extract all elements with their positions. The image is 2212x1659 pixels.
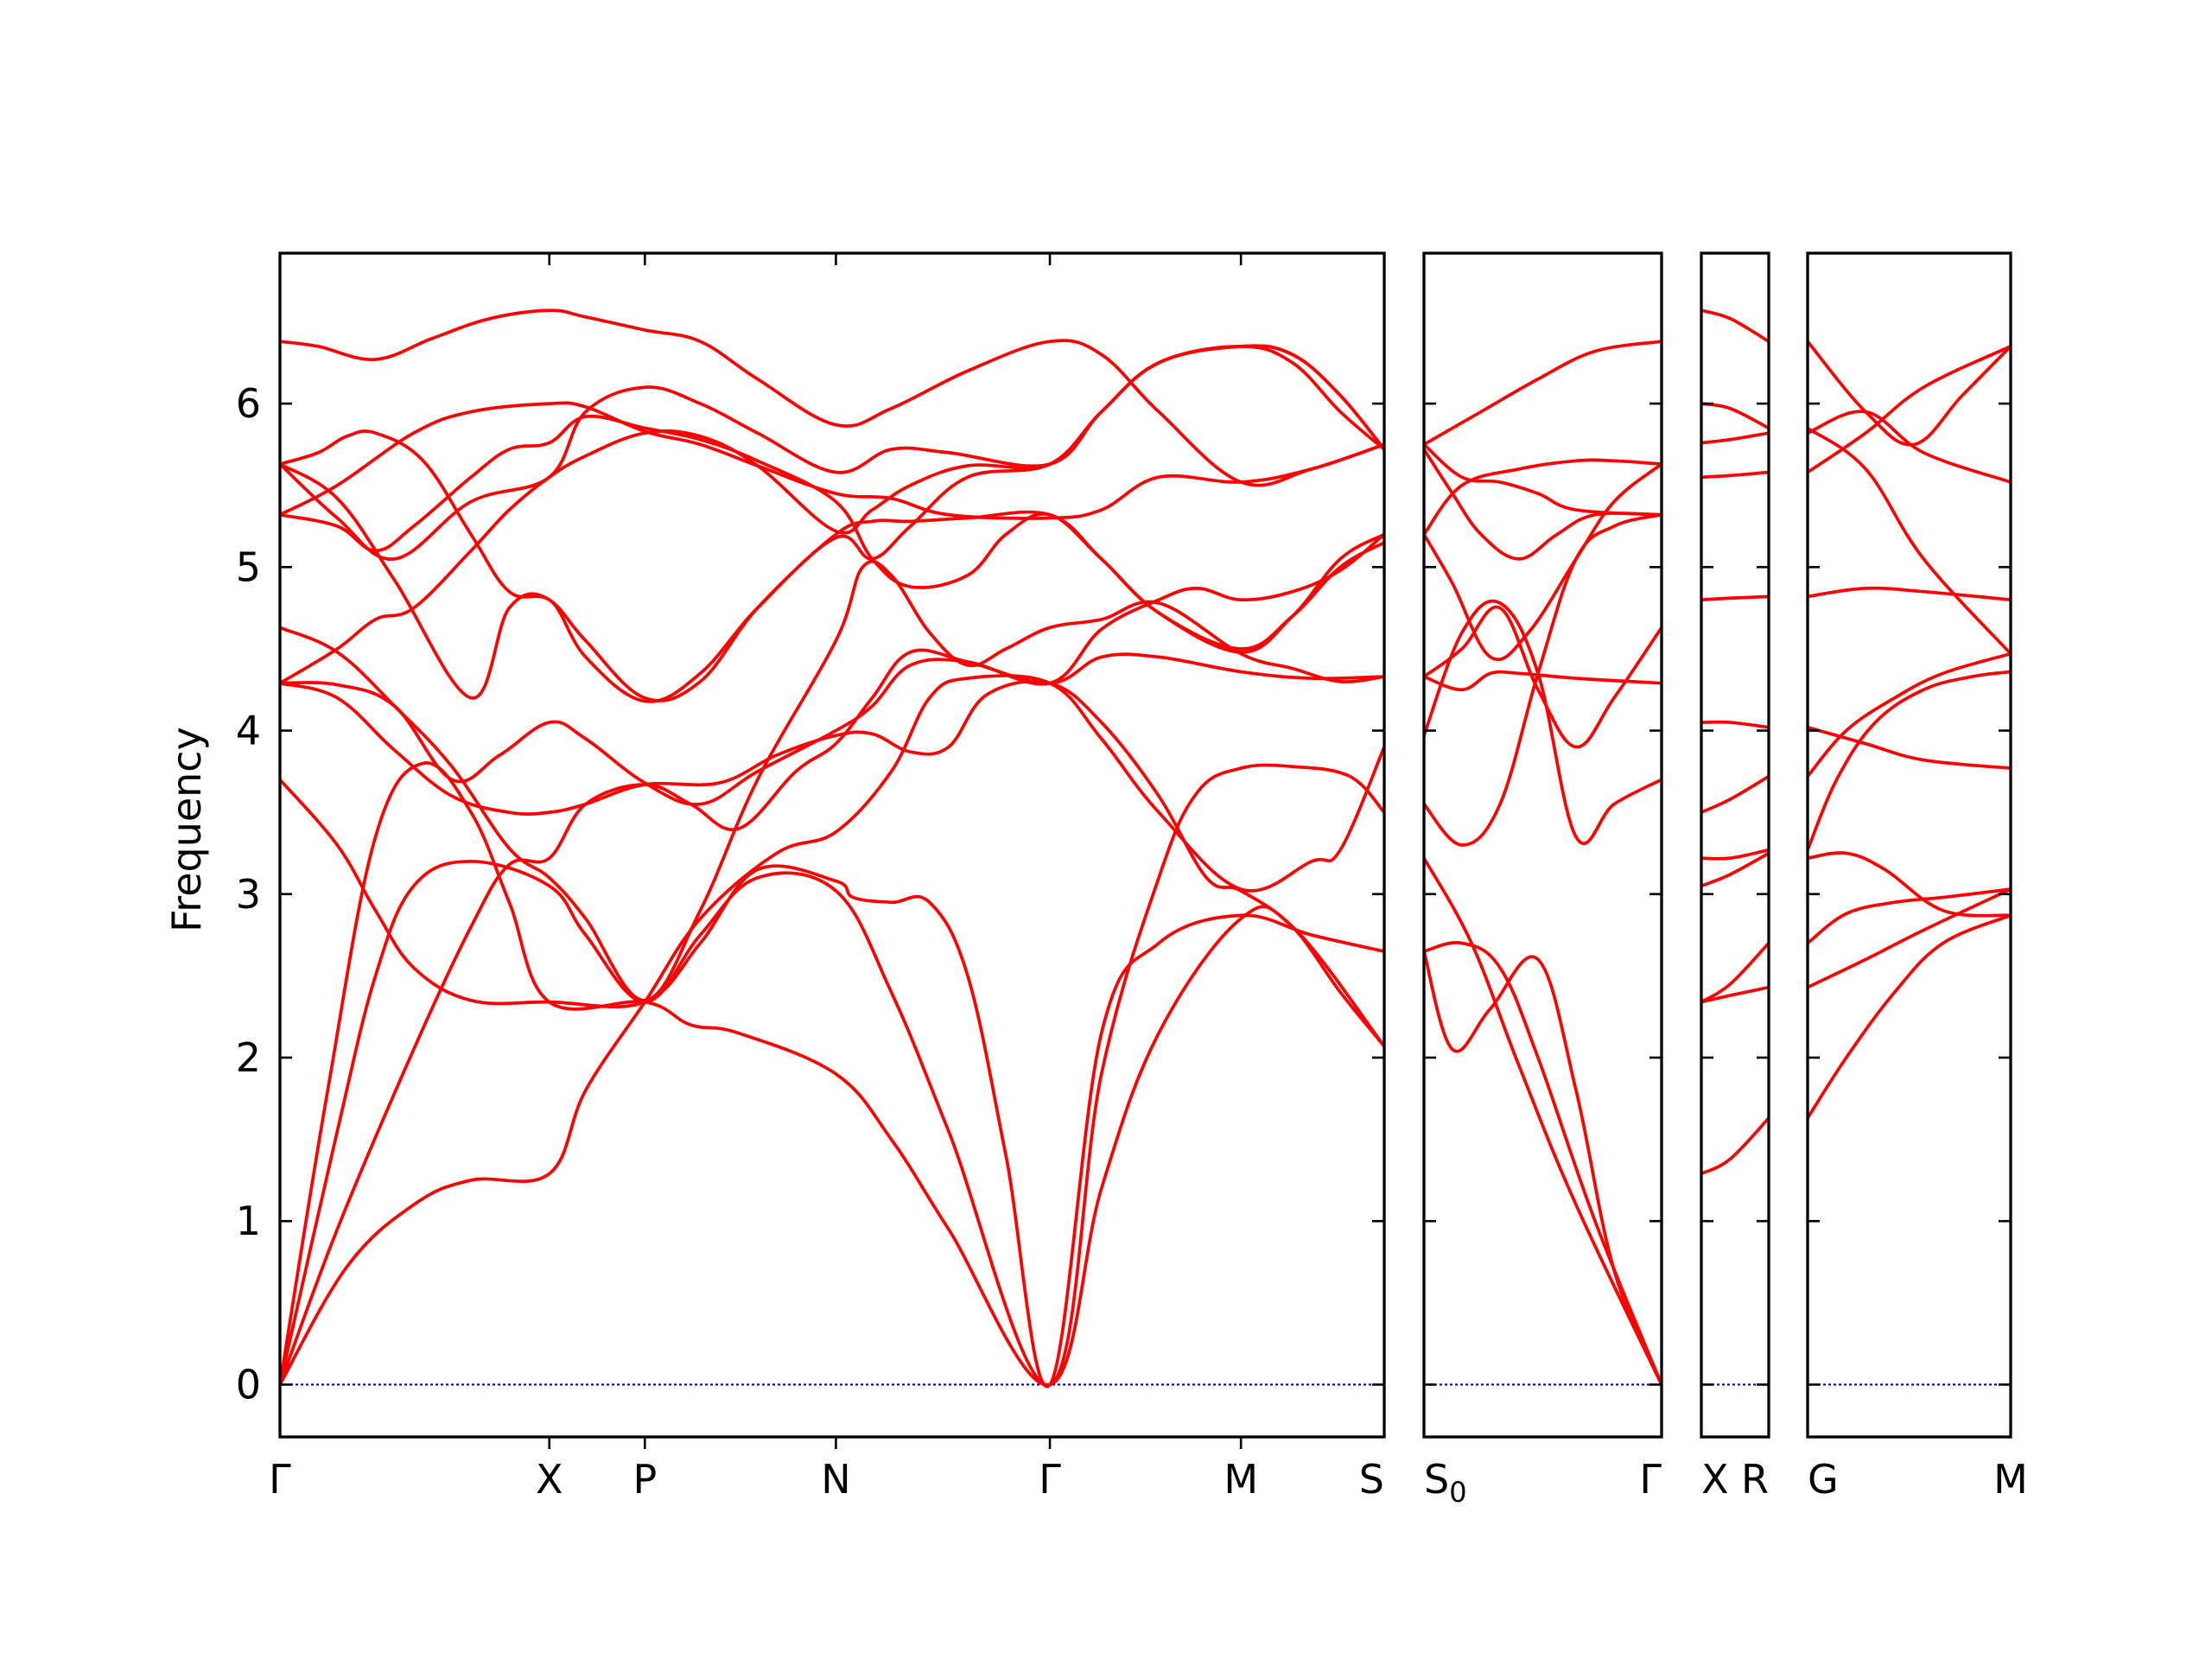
y-axis-label: Frequency: [163, 727, 210, 932]
band-line-2-5: [1701, 774, 1769, 814]
x-tick-label: R: [1741, 1456, 1769, 1503]
band-line-1-9: [1424, 442, 1662, 517]
band-line-0-9: [280, 414, 1384, 654]
band-line-0-6: [280, 532, 1384, 806]
band-line-2-4: [1701, 848, 1769, 861]
y-tick-label: 6: [236, 380, 261, 427]
y-tick-label: 3: [236, 871, 261, 918]
x-tick-label: P: [632, 1456, 657, 1503]
band-line-3-3: [1808, 851, 2011, 918]
panel-frame-1: [1422, 251, 1663, 1439]
panel-frame-3: [1806, 251, 2012, 1439]
x-tick-label: X: [1701, 1456, 1729, 1503]
band-line-1-4: [1424, 599, 1662, 846]
panel-frame-0: [278, 251, 1386, 1439]
band-line-0-3: [280, 763, 1384, 1387]
x-tick-label: Γ: [269, 1456, 291, 1503]
band-line-2-9: [1701, 431, 1769, 445]
band-line-2-7: [1701, 594, 1769, 602]
band-line-1-7: [1424, 462, 1662, 662]
band-line-0-7: [280, 559, 1384, 1002]
panel-3-bands: [1808, 340, 2011, 1386]
panel-frame-2: [1700, 251, 1770, 1439]
band-line-3-5: [1808, 652, 2011, 779]
band-line-0-1: [280, 648, 1384, 1387]
band-line-1-8: [1424, 458, 1662, 537]
band-line-0-14: [280, 344, 1384, 561]
bands-layer: [280, 308, 2011, 1389]
x-tick-label: Γ: [1639, 1456, 1662, 1503]
band-line-2-6: [1701, 720, 1769, 729]
panel-1-bands: [1424, 340, 1662, 1387]
band-line-1-2: [1424, 856, 1662, 1387]
x-tick-label: X: [536, 1456, 563, 1503]
y-tick-label: 5: [236, 543, 261, 590]
y-tick-label: 0: [236, 1361, 261, 1408]
band-line-3-9: [1808, 410, 2011, 484]
band-line-0-2: [280, 761, 1384, 1387]
band-line-3-6: [1808, 725, 2011, 770]
x-tick-label: M: [1993, 1456, 2028, 1503]
x-tick-label: Γ: [1039, 1456, 1061, 1503]
band-line-3-0: [1808, 913, 2011, 1120]
panel-frames: [278, 251, 2012, 1439]
band-line-2-3: [1701, 851, 1769, 888]
band-line-0-4: [280, 778, 1384, 1389]
band-line-0-0: [280, 674, 1384, 1387]
band-line-3-1: [1808, 887, 2011, 989]
band-line-1-1: [1424, 950, 1662, 1387]
band-line-3-8: [1808, 345, 2011, 474]
x-tick-label: S: [1359, 1456, 1384, 1503]
band-line-3-2: [1808, 887, 2011, 945]
band-line-3-11: [1808, 340, 2011, 447]
band-line-2-8: [1701, 470, 1769, 480]
panel-2-bands: [1701, 308, 1769, 1386]
panel-0-bands: [280, 308, 1384, 1389]
band-line-0-12: [280, 401, 1384, 520]
band-line-2-0: [1701, 1116, 1769, 1176]
band-line-3-4: [1808, 670, 2011, 852]
x-tick-label: G: [1808, 1456, 1839, 1503]
band-line-3-10: [1808, 426, 2011, 656]
band-line-2-10: [1701, 402, 1769, 430]
x-tick-label: N: [821, 1456, 850, 1503]
band-line-3-7: [1808, 586, 2011, 602]
band-line-2-2: [1701, 941, 1769, 1004]
band-line-1-6: [1424, 670, 1662, 692]
band-line-2-11: [1701, 308, 1769, 344]
band-line-1-0: [1424, 941, 1662, 1387]
band-line-1-5: [1424, 605, 1662, 749]
band-line-0-8: [280, 345, 1384, 685]
y-tick-label: 4: [236, 708, 261, 754]
tick-marks: [280, 253, 2011, 1449]
x-tick-label: M: [1224, 1456, 1258, 1503]
x-tick-label: S0: [1424, 1456, 1467, 1509]
band-line-2-1: [1701, 985, 1769, 1004]
y-tick-label: 1: [236, 1198, 261, 1244]
band-line-1-11: [1424, 448, 1662, 561]
y-tick-label: 2: [236, 1034, 261, 1081]
band-line-0-13: [280, 308, 1384, 487]
band-line-1-10: [1424, 340, 1662, 447]
band-line-0-11: [280, 429, 1384, 702]
band-line-0-5: [280, 679, 1384, 1048]
